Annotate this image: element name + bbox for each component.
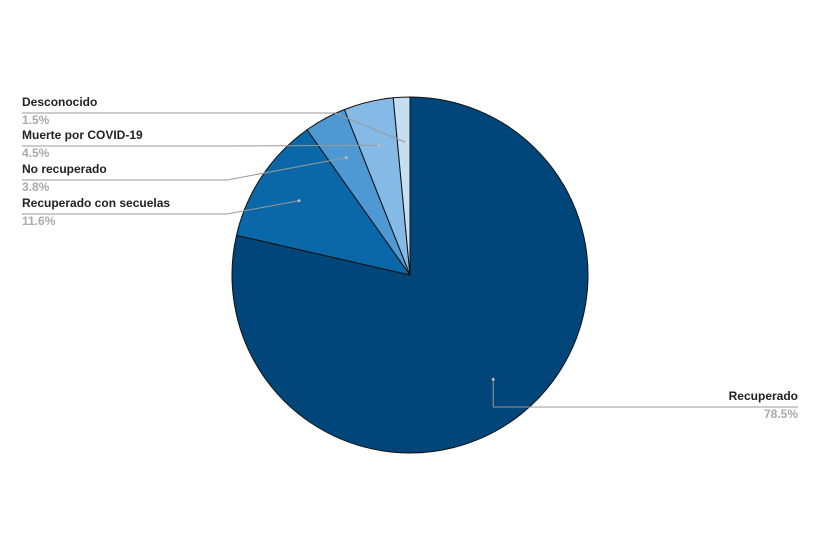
leader-dot — [344, 156, 348, 160]
slice-value: 11.6% — [22, 214, 56, 228]
slice-label: Muerte por COVID-19 — [22, 128, 143, 142]
leader-dot — [377, 143, 381, 147]
slice-value: 1.5% — [22, 113, 50, 127]
leader-dot — [402, 140, 406, 144]
slice-value: 78.5% — [764, 407, 798, 421]
leader-dot — [297, 199, 301, 203]
slice-label: Desconocido — [22, 95, 97, 109]
pie-slice — [392, 96, 411, 276]
slice-label: No recuperado — [22, 162, 107, 176]
leader-line — [22, 144, 379, 147]
slice-label: Recuperado con secuelas — [22, 196, 170, 210]
pie-slice — [235, 129, 412, 276]
leader-dot — [491, 377, 495, 381]
slice-value: 4.5% — [22, 146, 50, 160]
leader-line — [22, 200, 300, 215]
slice-value: 3.8% — [22, 180, 50, 194]
leader-line — [22, 112, 404, 143]
slice-label: Recuperado — [729, 389, 798, 403]
leader-line — [22, 157, 347, 181]
leader-line — [492, 379, 798, 408]
